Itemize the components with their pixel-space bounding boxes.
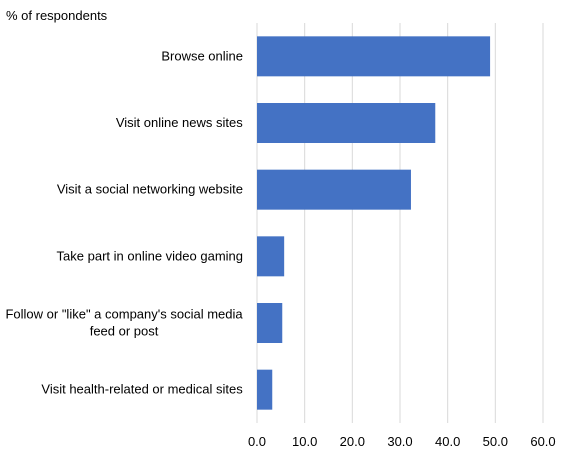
- x-tick-label: 50.0: [483, 434, 508, 449]
- bar: [257, 169, 411, 210]
- category-label: Browse online: [161, 48, 243, 63]
- category-labels: Browse online Visit online news sites Visi…: [5, 48, 243, 396]
- gridlines: [256, 23, 544, 423]
- bars: [257, 36, 491, 410]
- bar: [257, 236, 285, 277]
- x-tick-label: 30.0: [387, 434, 412, 449]
- bar: [257, 303, 283, 343]
- category-label: Take part in online video gaming: [57, 248, 243, 263]
- unit-label: % of respondents: [6, 8, 108, 23]
- x-tick-label: 10.0: [292, 434, 317, 449]
- category-label: Follow or "like" a company's social medi…: [5, 307, 243, 339]
- bar: [257, 36, 491, 77]
- x-tick-label: 60.0: [530, 434, 555, 449]
- x-tick-label: 0.0: [248, 434, 266, 449]
- category-label: Visit a social networking website: [57, 182, 243, 197]
- x-tick-label: 40.0: [435, 434, 460, 449]
- x-axis-ticks: 0.0 10.0 20.0 30.0 40.0 50.0 60.0: [248, 434, 556, 449]
- bar: [257, 369, 273, 410]
- x-tick-label: 20.0: [340, 434, 365, 449]
- category-label: Visit online news sites: [116, 115, 243, 130]
- category-label: Visit health-related or medical sites: [41, 382, 243, 397]
- bar: [257, 103, 436, 143]
